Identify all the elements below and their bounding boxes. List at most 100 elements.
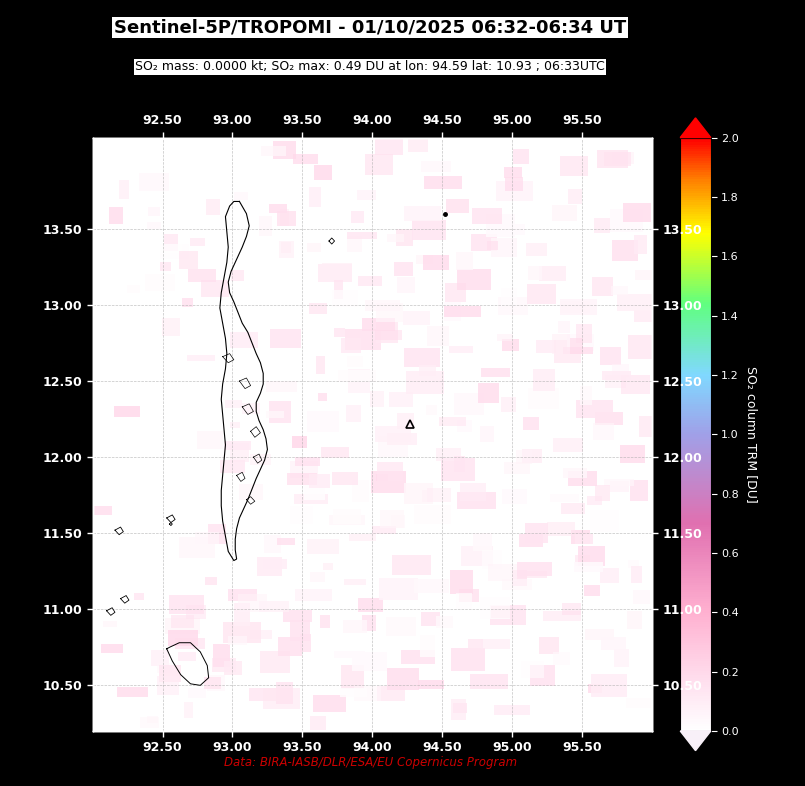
Bar: [127, 285, 140, 292]
Bar: [373, 526, 396, 534]
Bar: [205, 577, 217, 585]
Bar: [449, 346, 473, 354]
Bar: [353, 479, 369, 501]
Bar: [151, 650, 169, 666]
Bar: [617, 294, 655, 310]
Bar: [605, 375, 626, 387]
Bar: [452, 703, 467, 713]
Bar: [375, 330, 402, 340]
Bar: [559, 321, 570, 332]
Bar: [612, 240, 638, 261]
Bar: [318, 263, 352, 282]
Bar: [522, 661, 544, 678]
Bar: [595, 485, 610, 501]
Bar: [157, 663, 171, 673]
Bar: [631, 566, 642, 582]
Bar: [229, 636, 247, 645]
Bar: [482, 549, 502, 569]
Bar: [398, 277, 415, 293]
Bar: [238, 593, 267, 612]
Bar: [553, 438, 584, 453]
Bar: [402, 310, 431, 325]
Bar: [491, 606, 510, 619]
Bar: [550, 494, 579, 502]
Bar: [165, 618, 200, 634]
Bar: [501, 288, 518, 306]
Bar: [419, 635, 436, 657]
Bar: [175, 637, 204, 649]
Text: SO₂ mass: 0.0000 kt; SO₂ max: 0.49 DU at lon: 94.59 lat: 10.93 ; 06:33UTC: SO₂ mass: 0.0000 kt; SO₂ max: 0.49 DU at…: [135, 61, 605, 73]
Bar: [486, 214, 515, 237]
Bar: [344, 619, 367, 633]
Bar: [276, 682, 293, 704]
Bar: [250, 630, 272, 639]
Bar: [334, 328, 345, 336]
Bar: [206, 199, 220, 215]
Bar: [313, 695, 346, 712]
Bar: [488, 564, 517, 582]
Bar: [478, 384, 499, 403]
Bar: [357, 276, 382, 286]
Bar: [456, 420, 472, 432]
Bar: [316, 356, 325, 374]
Bar: [555, 340, 581, 362]
Bar: [456, 593, 472, 608]
Bar: [496, 181, 533, 201]
Bar: [471, 233, 497, 251]
Bar: [461, 546, 493, 566]
Bar: [269, 401, 291, 423]
Bar: [114, 406, 140, 417]
Bar: [347, 232, 378, 240]
Bar: [341, 338, 361, 353]
Bar: [436, 615, 452, 628]
Bar: [502, 340, 518, 351]
Bar: [397, 413, 415, 429]
Bar: [460, 590, 480, 602]
Bar: [522, 450, 542, 463]
Bar: [291, 436, 307, 448]
Bar: [163, 318, 180, 336]
Bar: [250, 454, 271, 465]
Bar: [390, 515, 406, 528]
Bar: [295, 494, 328, 504]
Bar: [352, 652, 387, 670]
Bar: [629, 560, 639, 568]
Bar: [333, 509, 361, 524]
Bar: [604, 479, 634, 486]
Bar: [404, 347, 440, 367]
Bar: [178, 652, 196, 661]
Bar: [263, 688, 300, 709]
Bar: [512, 571, 527, 586]
Bar: [593, 219, 610, 233]
Bar: [184, 702, 193, 718]
Bar: [365, 153, 394, 174]
Bar: [225, 661, 242, 675]
Bar: [408, 139, 428, 152]
Bar: [528, 266, 542, 281]
Bar: [314, 165, 332, 180]
Bar: [155, 244, 182, 253]
Bar: [515, 450, 531, 464]
Bar: [481, 639, 510, 649]
Bar: [411, 220, 446, 241]
Bar: [89, 506, 112, 515]
Bar: [280, 209, 289, 226]
Bar: [536, 340, 555, 353]
Bar: [201, 281, 229, 296]
Bar: [539, 266, 566, 281]
Bar: [261, 145, 287, 156]
Bar: [264, 535, 281, 553]
Bar: [196, 432, 223, 449]
Bar: [601, 637, 625, 650]
Bar: [444, 306, 481, 317]
Bar: [266, 380, 297, 391]
Bar: [588, 684, 602, 693]
Bar: [157, 676, 179, 695]
Bar: [415, 255, 433, 264]
Bar: [308, 538, 339, 553]
Bar: [494, 705, 530, 714]
Bar: [626, 698, 651, 708]
Bar: [468, 639, 483, 650]
Bar: [347, 356, 363, 367]
Bar: [639, 416, 661, 437]
